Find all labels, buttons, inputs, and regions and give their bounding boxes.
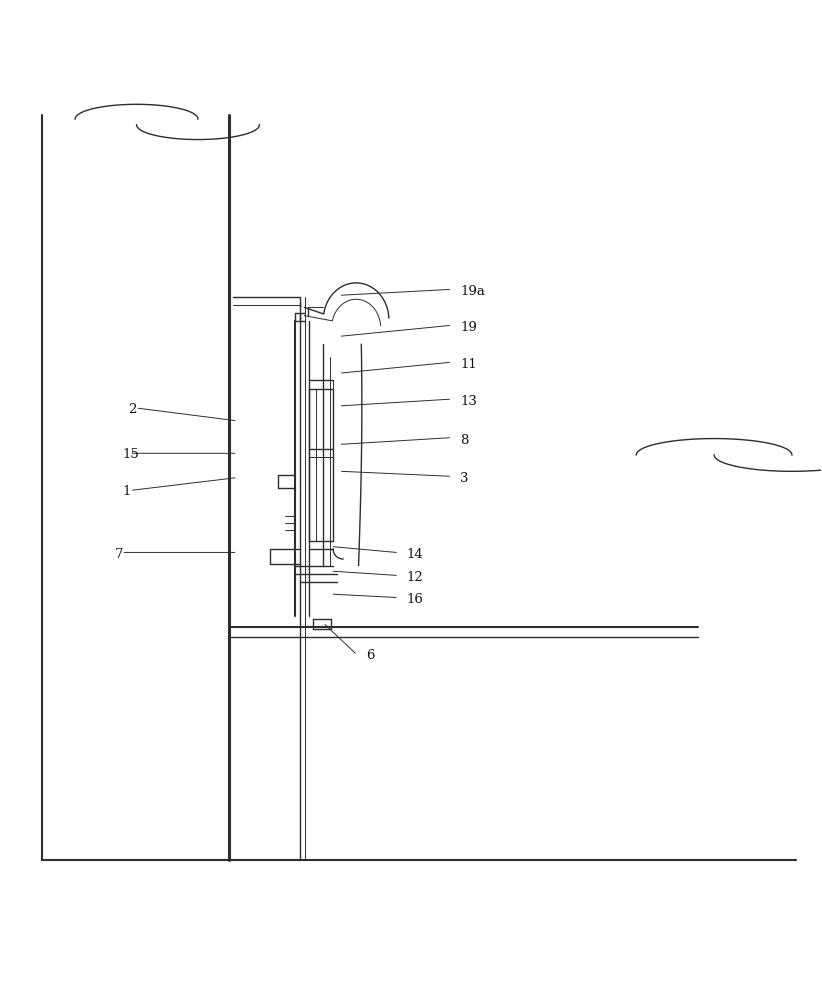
- Text: 19a: 19a: [460, 285, 485, 298]
- Text: 16: 16: [407, 593, 424, 606]
- Text: 12: 12: [407, 571, 423, 584]
- Text: 1: 1: [122, 485, 131, 498]
- Text: 8: 8: [460, 434, 469, 447]
- Text: 15: 15: [122, 448, 140, 461]
- Text: 11: 11: [460, 358, 477, 371]
- Text: 3: 3: [460, 472, 469, 485]
- Text: 13: 13: [460, 395, 477, 408]
- Text: 2: 2: [128, 403, 136, 416]
- Text: 14: 14: [407, 548, 423, 561]
- Text: 6: 6: [366, 649, 375, 662]
- Text: 7: 7: [114, 548, 123, 561]
- Text: 19: 19: [460, 321, 477, 334]
